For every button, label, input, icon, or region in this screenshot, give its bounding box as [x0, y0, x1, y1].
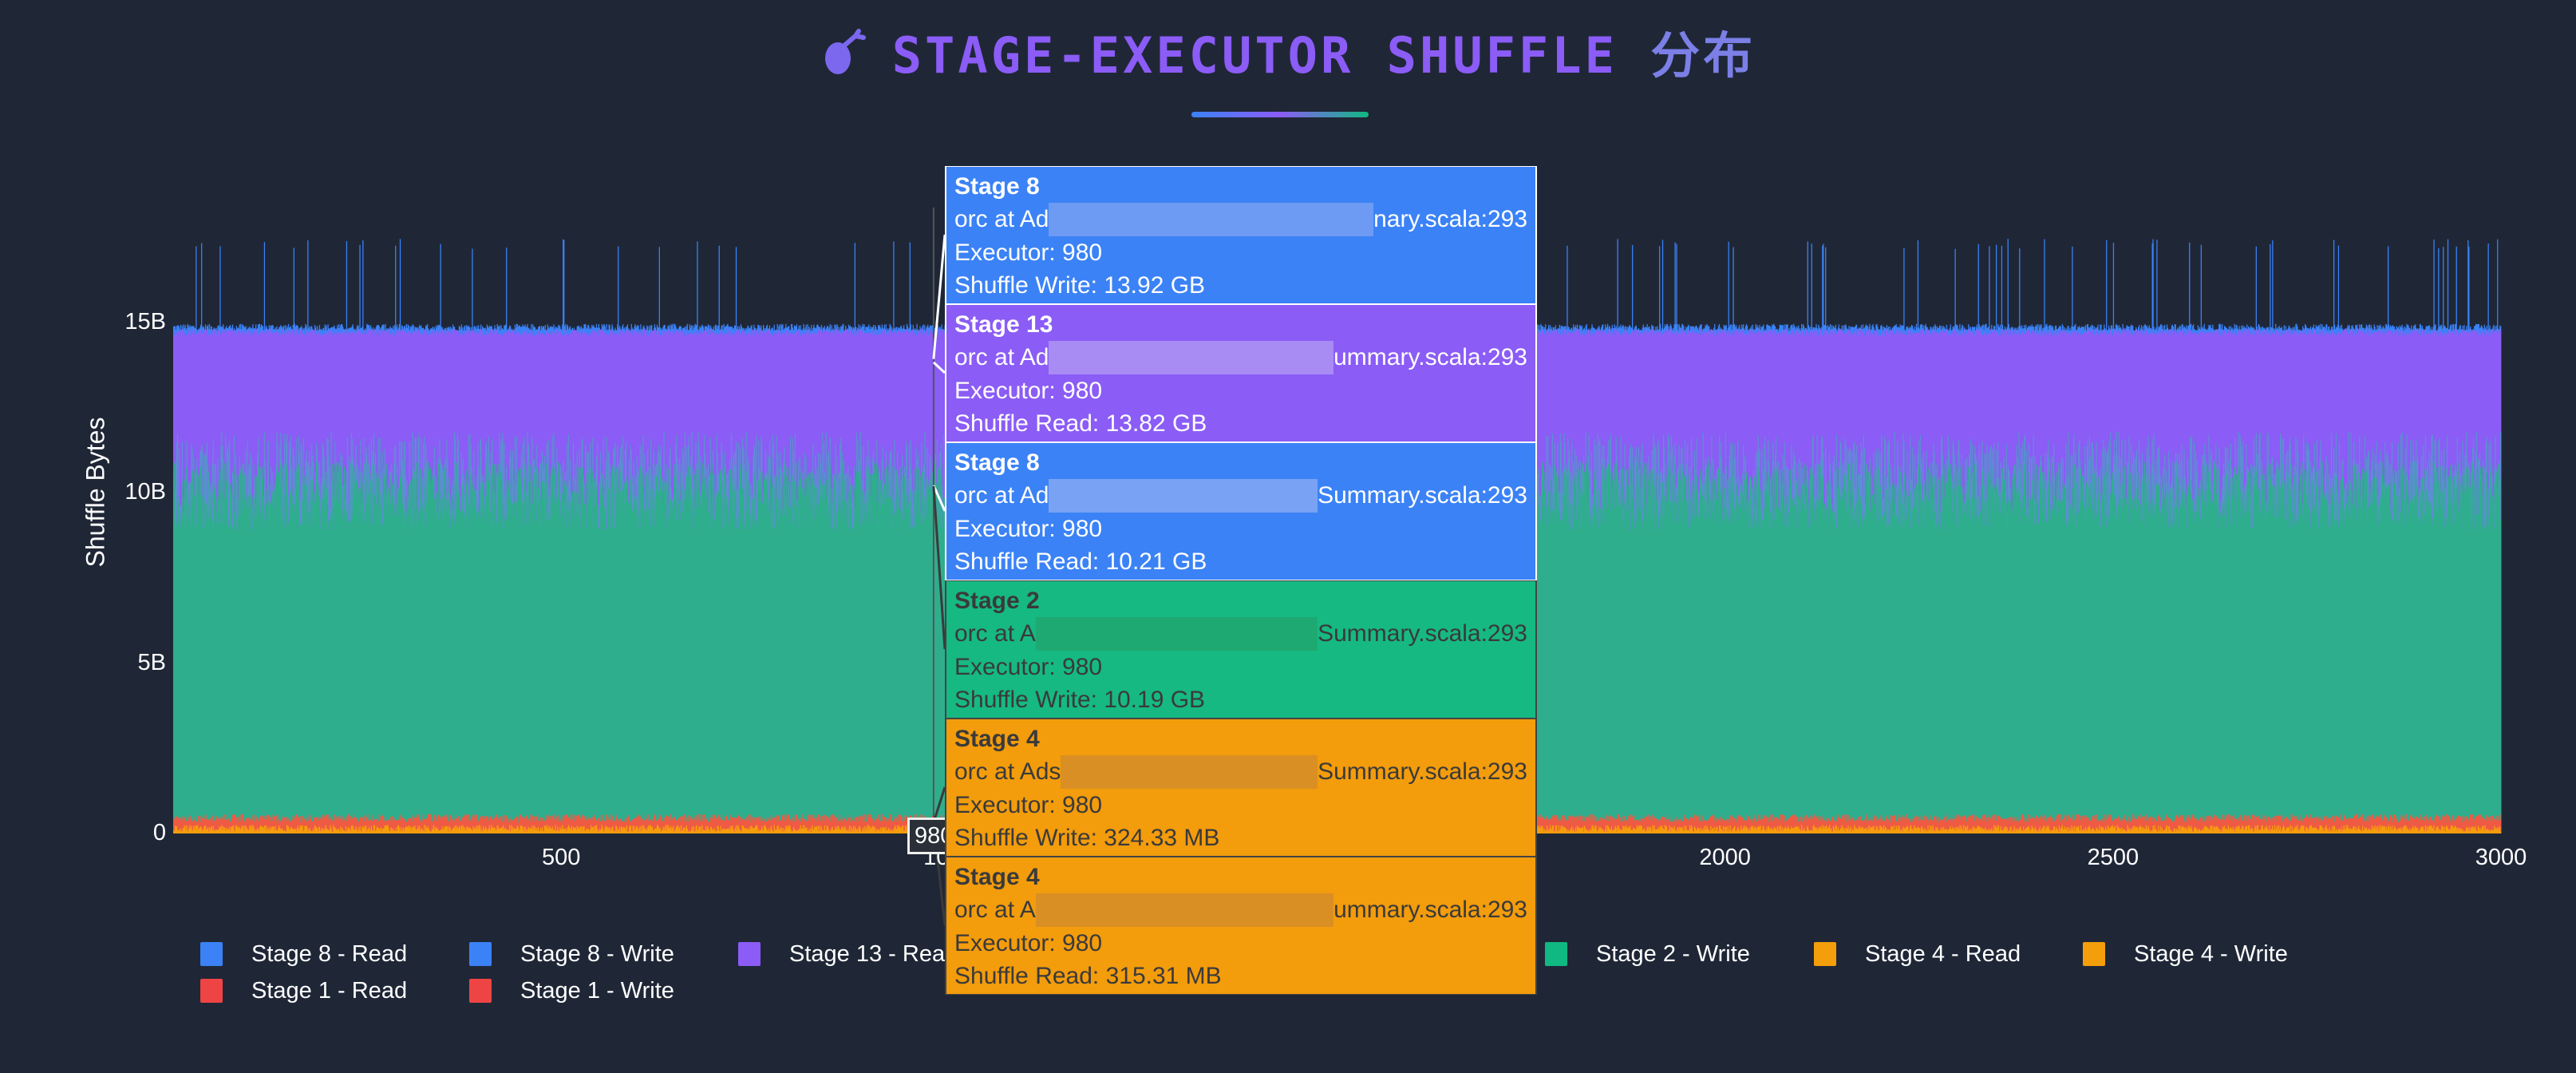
tooltip-location-prefix: orc at Ad — [954, 206, 1049, 232]
tooltip-location: orc at Ad ummary.scala:293 — [954, 341, 1527, 374]
tooltip-stage: Stage 2 — [954, 588, 1040, 614]
legend-label: Stage 4 - Write — [2134, 940, 2288, 967]
legend-swatch — [738, 942, 761, 966]
tooltip-entry: Stage 8 orc at Ad Summary.scala:293 Execu… — [945, 442, 1537, 580]
tooltip-connector — [932, 485, 946, 650]
tooltip-location: orc at Ads Summary.scala:293 — [954, 755, 1527, 789]
redacted-blur — [1049, 479, 1318, 513]
redacted-blur — [1049, 341, 1334, 374]
tooltip-location-prefix: orc at Ads — [954, 758, 1061, 785]
tooltip-location-suffix: ummary.scala:293 — [1333, 344, 1527, 370]
legend-item[interactable]: Stage 8 - Write — [469, 940, 674, 968]
tooltip-executor: Executor: 980 — [954, 378, 1103, 404]
tooltip-connector — [932, 361, 946, 374]
x-tick-label: 3000 — [2475, 845, 2527, 870]
tooltip-stage: Stage 13 — [954, 311, 1053, 338]
legend-item[interactable]: Stage 4 - Write — [2083, 940, 2288, 968]
legend-swatch — [1545, 942, 1567, 966]
title-text-cn: 分布 — [1650, 26, 1756, 85]
tooltip-connector — [932, 786, 946, 823]
tooltip-location: orc at Ad Summary.scala:293 — [954, 479, 1527, 513]
tooltip-metric: Shuffle Write: 324.33 MB — [954, 825, 1220, 851]
tooltip-location-prefix: orc at A — [954, 897, 1036, 923]
legend-item[interactable]: Stage 13 - Read — [738, 940, 958, 968]
tooltip-metric: Shuffle Read: 13.82 GB — [954, 410, 1207, 437]
legend-swatch — [200, 979, 223, 1003]
tooltip-metric: Shuffle Write: 10.19 GB — [954, 687, 1206, 713]
tooltip-connector — [932, 485, 946, 512]
legend-item[interactable]: Stage 1 - Read — [200, 977, 407, 1004]
x-axis-hover-label: 980 — [907, 818, 945, 854]
tooltip-stage: Stage 8 — [954, 449, 1040, 476]
tooltip-metric: Shuffle Read: 10.21 GB — [954, 548, 1207, 575]
y-tick-label: 15B — [124, 308, 166, 335]
legend-item[interactable]: Stage 1 - Write — [469, 977, 674, 1004]
legend-swatch — [200, 942, 223, 966]
legend-swatch — [2083, 942, 2105, 966]
tooltip-executor: Executor: 980 — [954, 240, 1103, 266]
tooltip-entry: Stage 2 orc at A Summary.scala:293 Execut… — [945, 580, 1537, 719]
tooltip-entry: Stage 8 orc at Ad nary.scala:293 Executor… — [945, 166, 1537, 304]
tooltip-executor: Executor: 980 — [954, 654, 1103, 680]
y-tick-label: 0 — [152, 820, 166, 845]
legend-label: Stage 8 - Write — [520, 940, 674, 967]
legend-label: Stage 1 - Read — [251, 977, 408, 1004]
legend-swatch — [469, 942, 492, 966]
tooltip-stage: Stage 4 — [954, 726, 1040, 752]
tooltip-stage: Stage 4 — [954, 864, 1040, 890]
x-tick-label: 2000 — [1699, 845, 1751, 870]
tooltip-location-suffix: Summary.scala:293 — [1318, 620, 1527, 647]
tooltip-location-prefix: orc at Ad — [954, 482, 1049, 509]
legend-item[interactable]: Stage 4 - Read — [1814, 940, 2021, 968]
tooltip-connector — [932, 234, 946, 359]
redacted-blur — [1061, 755, 1318, 789]
redacted-blur — [1035, 617, 1318, 651]
tooltip-entry: Stage 13 orc at Ad ummary.scala:293 Execu… — [945, 304, 1537, 442]
redacted-blur — [1049, 203, 1374, 236]
tooltip-executor: Executor: 980 — [954, 516, 1103, 542]
title-text: STAGE-EXECUTOR SHUFFLE — [891, 26, 1618, 85]
tooltip-location-prefix: orc at Ad — [954, 344, 1049, 370]
redacted-blur — [1035, 893, 1334, 927]
tooltip-executor: Executor: 980 — [954, 792, 1103, 818]
tooltip-location: orc at A ummary.scala:293 — [954, 893, 1527, 927]
page-title: STAGE-EXECUTOR SHUFFLE 分布 — [0, 24, 2576, 88]
tooltip-entry: Stage 4 orc at Ads Summary.scala:293 Exec… — [945, 719, 1537, 857]
title-underline — [1191, 112, 1369, 117]
tooltip-location-suffix: Summary.scala:293 — [1318, 482, 1527, 509]
y-tick-label: 5B — [137, 649, 166, 675]
legend-item[interactable]: Stage 8 - Read — [200, 940, 407, 968]
tooltip-stage: Stage 8 — [954, 173, 1040, 200]
tooltip-location: orc at A Summary.scala:293 — [954, 617, 1527, 651]
legend-label: Stage 13 - Read — [789, 940, 958, 967]
bomb-icon — [824, 29, 866, 74]
tooltip-location-suffix: Summary.scala:293 — [1318, 758, 1527, 785]
legend-swatch — [1814, 942, 1836, 966]
tooltip-metric: Shuffle Read: 315.31 MB — [954, 963, 1222, 989]
legend-label: Stage 1 - Write — [520, 977, 674, 1004]
tooltip-location-suffix: nary.scala:293 — [1373, 206, 1527, 232]
tooltip-metric: Shuffle Write: 13.92 GB — [954, 272, 1206, 299]
legend-label: Stage 8 - Read — [251, 940, 408, 967]
legend-item[interactable]: Stage 2 - Write — [1545, 940, 1750, 968]
tooltip-location-suffix: ummary.scala:293 — [1333, 897, 1527, 923]
y-tick-label: 10B — [124, 479, 166, 505]
tooltip-executor: Executor: 980 — [954, 930, 1103, 956]
legend-label: Stage 4 - Read — [1865, 940, 2021, 967]
tooltip: Stage 8 orc at Ad nary.scala:293 Executor… — [945, 166, 1537, 995]
tooltip-location-prefix: orc at A — [954, 620, 1036, 647]
tooltip-location: orc at Ad nary.scala:293 — [954, 203, 1527, 236]
legend-swatch — [469, 979, 492, 1003]
tooltip-entry: Stage 4 orc at A ummary.scala:293 Executo… — [945, 857, 1537, 995]
x-tick-label: 2500 — [2087, 845, 2139, 870]
x-tick-label: 500 — [541, 845, 581, 870]
legend-label: Stage 2 - Write — [1596, 940, 1750, 967]
